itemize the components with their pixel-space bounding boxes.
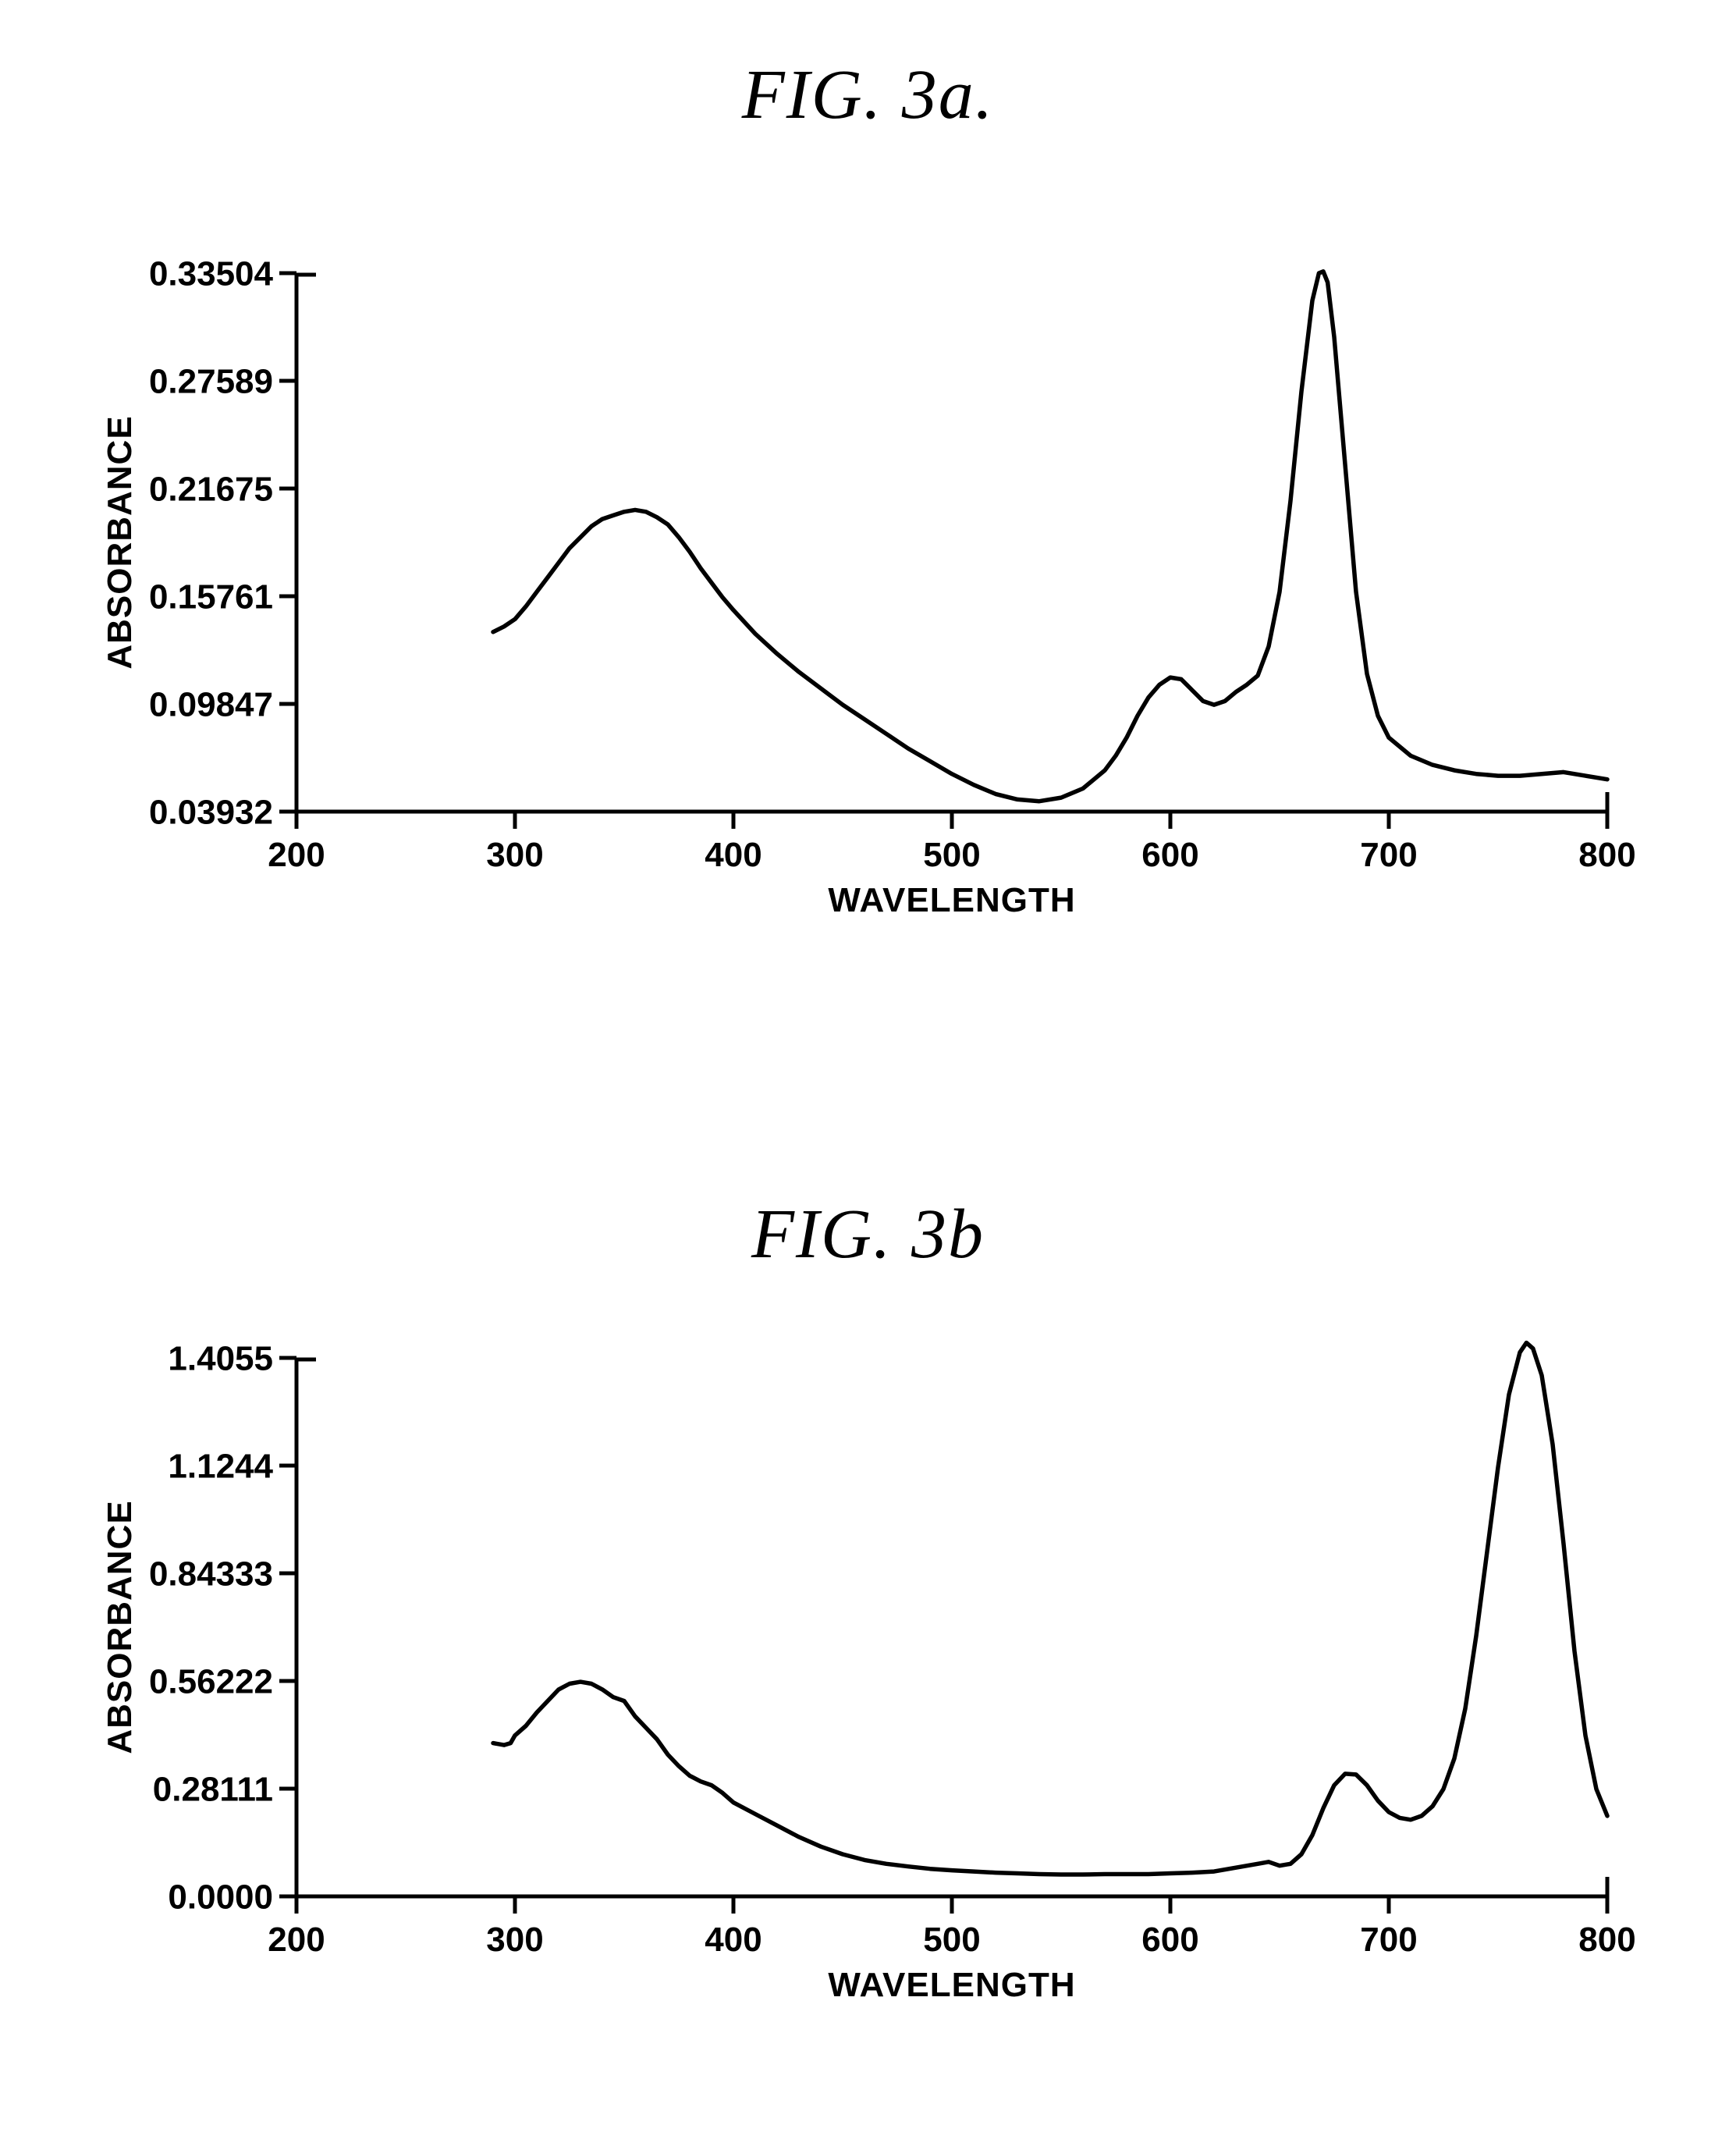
x-tick-label: 200 [268,836,325,874]
figure-3b-title: FIG. 3b [0,1194,1736,1274]
y-tick-label: 0.21675 [149,470,273,508]
y-tick-label: 0.0000 [168,1878,273,1916]
figure-3a-chart: 200 300 400 500 600 700 800 0.03932 0.09847 0.157… [94,242,1654,921]
chart-svg-a: 200 300 400 500 600 700 800 0.03932 0.09847 0.157… [94,242,1654,921]
x-tick-label: 500 [923,836,980,874]
x-tick-label: 500 [923,1921,980,1959]
x-tick-label: 400 [705,836,761,874]
y-tick-label: 0.28111 [153,1770,273,1808]
x-tick-label: 800 [1578,836,1635,874]
x-tick-label: 800 [1578,1921,1635,1959]
x-tick-label: 200 [268,1921,325,1959]
figure-3a-title: FIG. 3a. [0,55,1736,135]
x-tick-label: 300 [486,1921,543,1959]
axes [296,275,1607,812]
x-axis-label: WAVELENGTH [828,1966,1075,2004]
chart-svg-b: 200 300 400 500 600 700 800 0.0000 0.28111 0.5622… [94,1327,1654,2006]
x-tick-label: 600 [1141,1921,1198,1959]
x-tick-label: 300 [486,836,543,874]
x-axis-label: WAVELENGTH [828,881,1075,919]
y-tick-label: 0.84333 [149,1555,273,1593]
page: FIG. 3a. 200 300 400 500 600 700 800 0.03932 0.0… [0,0,1736,2150]
axes [296,1359,1607,1896]
x-tick-label: 700 [1360,1921,1417,1959]
y-axis-label: ABSORBANCE [101,415,139,669]
x-tick-label: 700 [1360,836,1417,874]
spectrum-trace [493,1343,1607,1875]
x-tick-label: 400 [705,1921,761,1959]
spectrum-trace [493,272,1607,801]
y-tick-label: 1.4055 [168,1339,273,1377]
y-tick-label: 0.27589 [149,362,273,400]
y-tick-label: 0.33504 [149,254,274,293]
y-tick-label: 0.09847 [149,685,273,723]
y-tick-label: 0.15761 [149,577,273,616]
x-tick-label: 600 [1141,836,1198,874]
y-tick-label: 0.03932 [149,793,273,831]
figure-3b-chart: 200 300 400 500 600 700 800 0.0000 0.28111 0.5622… [94,1327,1654,2006]
y-tick-label: 1.1244 [168,1447,273,1485]
y-axis-label: ABSORBANCE [101,1500,139,1754]
y-tick-label: 0.56222 [149,1662,273,1700]
